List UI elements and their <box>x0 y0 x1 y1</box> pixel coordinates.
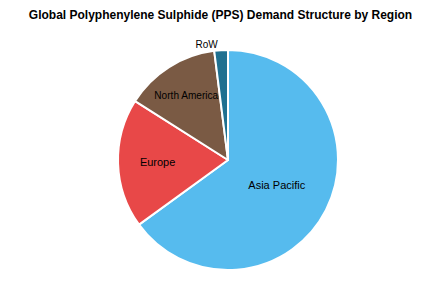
svg-text:North America: North America <box>154 90 218 101</box>
svg-text:Europe: Europe <box>140 156 175 168</box>
svg-text:Asia Pacific: Asia Pacific <box>248 179 305 191</box>
svg-text:Global Polyphenylene Sulphide: Global Polyphenylene Sulphide (PPS) Dema… <box>29 8 412 22</box>
svg-text:RoW: RoW <box>196 39 219 50</box>
